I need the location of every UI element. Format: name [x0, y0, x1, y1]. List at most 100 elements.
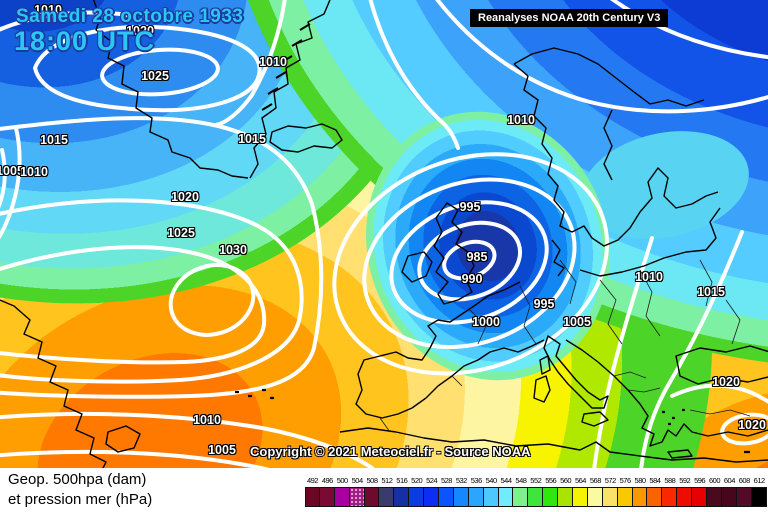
- colorbar-cell: [453, 487, 469, 507]
- colorbar-cell: [632, 487, 648, 507]
- map-time: 18:00 UTC: [14, 26, 156, 56]
- colorbar-column: 548: [513, 476, 529, 507]
- colorbar-tick-label: 532: [455, 476, 468, 485]
- colorbar-cell: [751, 487, 767, 507]
- colorbar-tick-label: 496: [321, 476, 334, 485]
- pressure-label: 1020: [738, 418, 766, 432]
- colorbar-tick-label: 528: [440, 476, 453, 485]
- map-date: Samedi 28 octobre 1933: [16, 6, 244, 27]
- colorbar-tick-label: 540: [485, 476, 498, 485]
- colorbar-tick-label: 560: [560, 476, 572, 485]
- colorbar-tick-label: 512: [381, 476, 393, 485]
- pressure-label: 1030: [219, 243, 247, 257]
- colorbar-tick-label: 612: [753, 476, 766, 485]
- colorbar-cell: [573, 487, 588, 507]
- pressure-label: 1010: [259, 55, 287, 69]
- pressure-labels: 1010102010251010101510151005101010201025…: [0, 3, 766, 457]
- colorbar-tick-label: 592: [679, 476, 691, 485]
- colorbar-cell: [736, 487, 752, 507]
- colorbar-column: 500: [334, 476, 350, 507]
- reanalysis-badge: Reanalyses NOAA 20th Century V3: [470, 9, 669, 27]
- pressure-label: 1015: [238, 132, 266, 146]
- colorbar-column: 496: [319, 476, 335, 507]
- colorbar-column: 508: [364, 476, 380, 507]
- colorbar-tick-label: 520: [411, 476, 423, 485]
- legend-line1: Geop. 500hpa (dam): [8, 471, 147, 488]
- pressure-label: 1010: [20, 165, 48, 179]
- colorbar-tick-label: 504: [351, 476, 364, 485]
- colorbar-column: 532: [453, 476, 469, 507]
- copyright-text: Copyright © 2021 Meteociel.fr - Source N…: [250, 444, 531, 459]
- colorbar-column: 524: [424, 476, 440, 507]
- pressure-label: 1025: [141, 69, 169, 83]
- colorbar-cell: [379, 487, 395, 507]
- pressure-label: 1010: [635, 270, 663, 284]
- colorbar-cell: [468, 487, 484, 507]
- colorbar-column: 592: [677, 476, 693, 507]
- colorbar-tick-label: 552: [530, 476, 542, 485]
- pressure-label: 1005: [208, 443, 236, 457]
- colorbar-cell: [305, 487, 320, 507]
- colorbar-cell: [483, 487, 499, 507]
- colorbar-column: 528: [439, 476, 454, 507]
- pressure-label: 1010: [34, 3, 62, 17]
- colorbar-cell: [558, 487, 574, 507]
- pressure-label: 1000: [472, 315, 500, 329]
- colorbar-column: 540: [483, 476, 499, 507]
- colorbar-tick-label: 600: [708, 476, 721, 485]
- pressure-label: 995: [533, 297, 555, 311]
- map-canvas: 1010102010251010101510151005101010201025…: [0, 0, 768, 468]
- geopotential-colorbar: 492 496 500 504 508 512 516 520 524 528 532 536 540 5…: [305, 476, 767, 507]
- colorbar-tick-label: 524: [426, 476, 438, 485]
- colorbar-cell: [528, 487, 544, 507]
- colorbar-cell: [364, 487, 380, 507]
- pressure-label: 985: [466, 250, 488, 264]
- colorbar-cell: [349, 487, 365, 507]
- pressure-label: 1005: [0, 164, 24, 178]
- colorbar-tick-label: 536: [470, 476, 483, 485]
- colorbar-cell: [498, 487, 514, 507]
- colorbar-cell: [602, 487, 618, 507]
- colorbar-cell: [334, 487, 350, 507]
- pressure-label: 1015: [697, 285, 725, 299]
- colorbar-column: 536: [468, 476, 484, 507]
- colorbar-tick-label: 576: [619, 476, 632, 485]
- colorbar-column: 580: [632, 476, 648, 507]
- map-svg: [0, 0, 768, 468]
- colorbar-column: 512: [379, 476, 395, 507]
- colorbar-cell: [721, 487, 737, 507]
- colorbar-column: 600: [707, 476, 722, 507]
- colorbar-column: 604: [721, 476, 737, 507]
- pressure-label: 1005: [563, 315, 591, 329]
- colorbar-tick-label: 588: [664, 476, 676, 485]
- pressure-label: 990: [461, 272, 483, 286]
- colorbar-tick-label: 492: [306, 476, 319, 485]
- colorbar-tick-label: 604: [723, 476, 736, 485]
- pressure-label: 1020: [712, 375, 740, 389]
- colorbar-column: 492: [305, 476, 320, 507]
- colorbar-tick-label: 516: [396, 476, 408, 485]
- colorbar-column: 568: [587, 476, 603, 507]
- colorbar-tick-label: 548: [515, 476, 527, 485]
- pressure-label: 995: [459, 200, 481, 214]
- colorbar-column: 504: [349, 476, 365, 507]
- colorbar-cell: [677, 487, 693, 507]
- pressure-label: 1010: [193, 413, 221, 427]
- colorbar-column: 556: [543, 476, 559, 507]
- colorbar-tick-label: 584: [649, 476, 661, 485]
- colorbar-column: 560: [558, 476, 574, 507]
- colorbar-column: 576: [617, 476, 633, 507]
- colorbar-tick-label: 596: [694, 476, 706, 485]
- colorbar-tick-label: 572: [604, 476, 617, 485]
- colorbar-tick-label: 608: [738, 476, 751, 485]
- colorbar-column: 564: [573, 476, 588, 507]
- colorbar-column: 588: [662, 476, 678, 507]
- country-borders: [379, 259, 751, 433]
- colorbar-cell: [692, 487, 708, 507]
- colorbar-cell: [424, 487, 440, 507]
- colorbar-column: 608: [736, 476, 752, 507]
- colorbar-cell: [439, 487, 454, 507]
- colorbar-tick-label: 568: [589, 476, 602, 485]
- colorbar-cell: [587, 487, 603, 507]
